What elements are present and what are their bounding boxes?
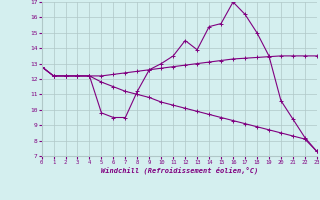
X-axis label: Windchill (Refroidissement éolien,°C): Windchill (Refroidissement éolien,°C) bbox=[100, 167, 258, 174]
